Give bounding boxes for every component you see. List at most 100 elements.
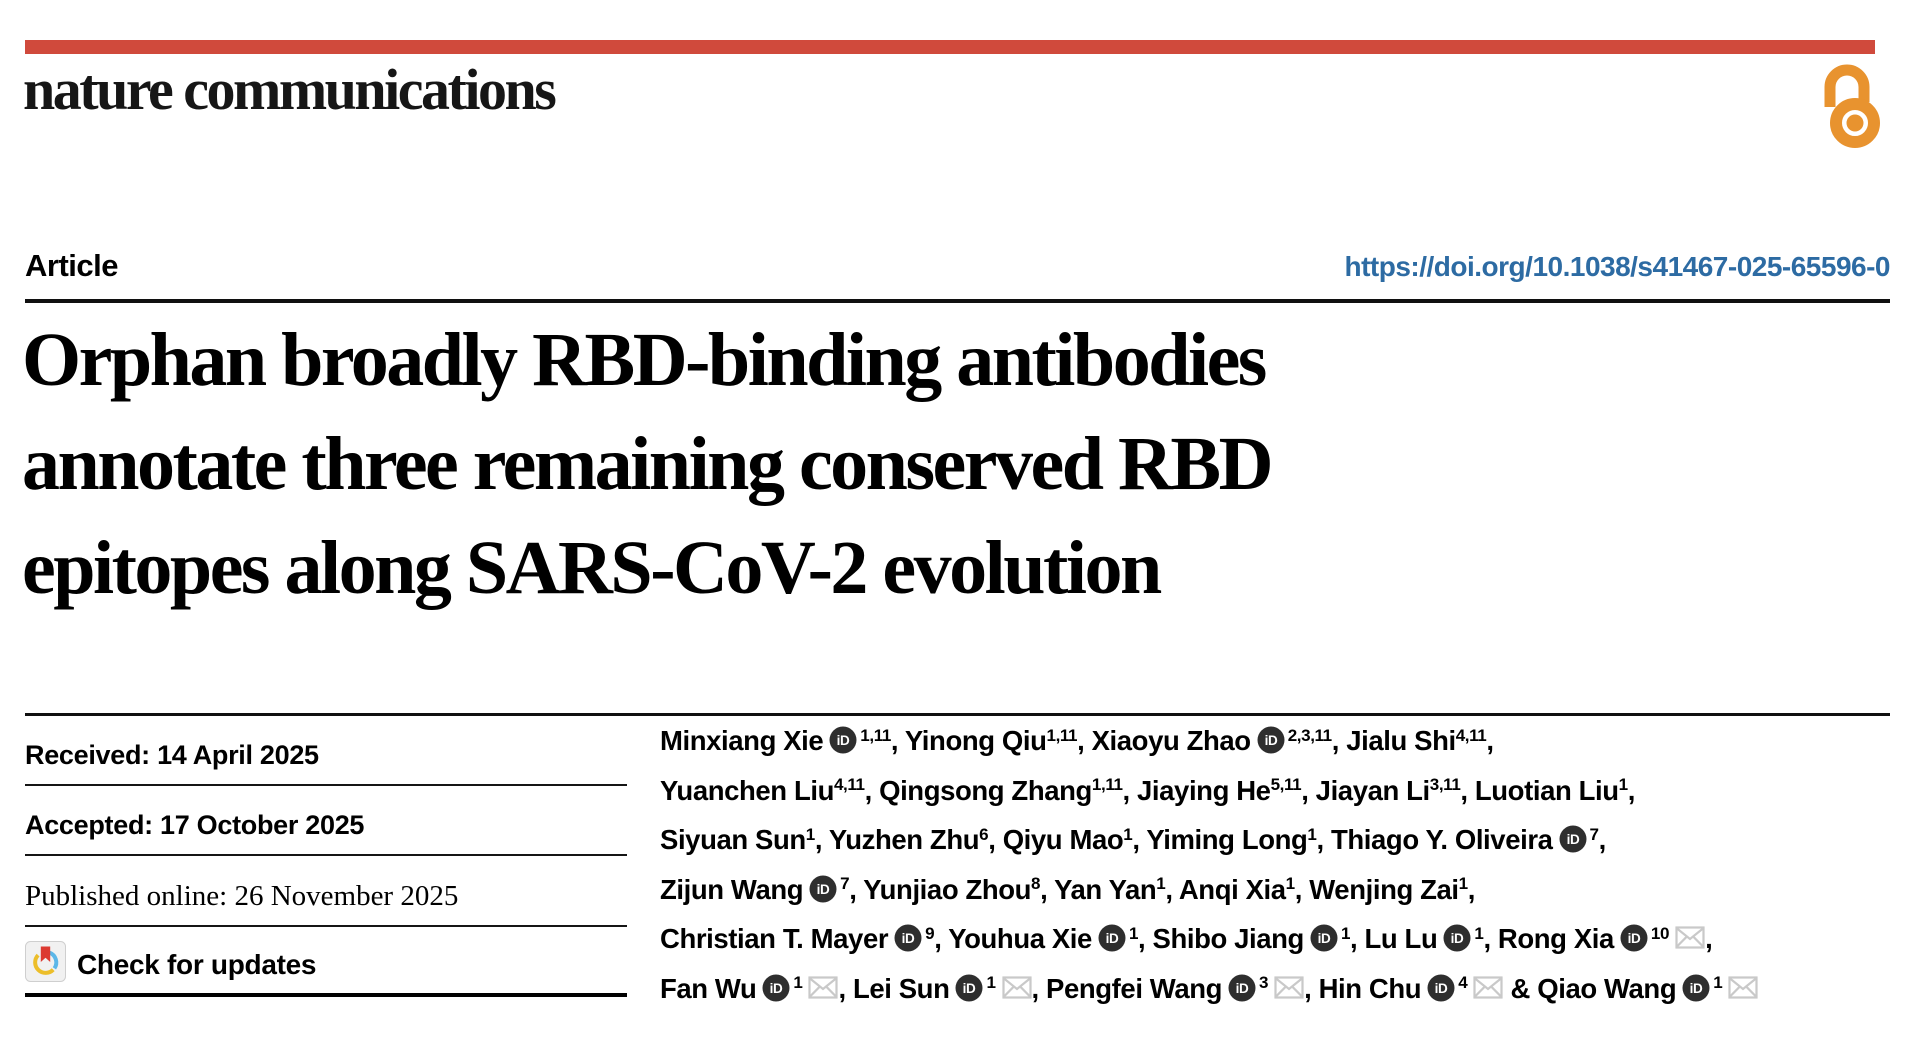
email-icon[interactable] [1675,917,1705,963]
doi-link[interactable]: https://doi.org/10.1038/s41467-025-65596… [1344,251,1890,282]
columns-top-divider [25,713,1890,716]
author-name: Siyuan Sun [660,824,806,855]
author-list: Minxiang Xie iD 1,11, Yinong Qiu1,11, Xiao… [660,718,1905,1015]
author-name: Thiago Y. Oliveira [1330,824,1553,855]
svg-text:iD: iD [1264,733,1277,748]
author-name: Yuzhen Zhu [828,824,980,855]
published-date: Published online: 26 November 2025 [25,856,627,927]
author-name: Qiyu Mao [1002,824,1124,855]
author-name: Qingsong Zhang [879,774,1092,806]
orcid-icon[interactable]: iD [1427,970,1455,1016]
svg-text:iD: iD [1566,832,1579,847]
orcid-icon[interactable]: iD [894,920,922,966]
crossmark-icon [25,941,66,989]
author-name: Zijun Wang [660,873,804,905]
affiliation-superscript: 1,11 [1046,725,1078,745]
author-line: Siyuan Sun1, Yuzhen Zhu6, Qiyu Mao1, Yim… [660,817,1905,867]
header-divider [25,299,1890,303]
affiliation-superscript: 6 [979,824,989,844]
author-name: Lu Lu [1364,923,1438,954]
affiliation-superscript: 1 [1307,824,1317,844]
article-type-label: Article [25,248,118,283]
affiliation-superscript: 1 [1128,923,1139,943]
orcid-icon[interactable]: iD [1228,970,1256,1016]
email-icon[interactable] [1001,967,1032,1013]
article-title-line: epitopes along SARS-CoV-2 evolution [22,526,1162,610]
affiliation-superscript: 8 [1031,874,1041,894]
article-title-line: Orphan broadly RBD-binding antibodies [22,318,1267,402]
author-line: Zijun Wang iD 7, Yunjiao Zhou8, Yan Yan1, … [660,867,1905,917]
svg-text:iD: iD [1106,931,1119,946]
masthead-accent-bar [25,40,1875,54]
author-name: Yan Yan [1054,873,1157,905]
affiliation-superscript: 1 [1285,874,1295,894]
svg-text:iD: iD [1628,931,1641,946]
author-name: Xiaoyu Zhao [1091,725,1252,756]
author-line: Christian T. Mayer iD 9, Youhua Xie iD 1, Sh… [660,916,1905,966]
svg-text:iD: iD [1318,931,1331,946]
author-name: Jialu Shi [1346,725,1456,756]
check-for-updates-button[interactable]: Check for updates [25,927,627,997]
author-name: Yiming Long [1146,824,1308,855]
orcid-icon[interactable]: iD [1559,821,1587,867]
author-name: Hin Chu [1318,972,1422,1004]
author-name: Qiao Wang [1537,972,1677,1004]
affiliation-superscript: 3 [1259,973,1269,993]
email-icon[interactable] [1274,967,1304,1013]
svg-text:iD: iD [1236,981,1249,996]
affiliation-superscript: 1 [805,824,815,844]
author-name: Minxiang Xie [660,725,824,756]
author-name: Lei Sun [852,972,950,1004]
journal-logo: nature communications [23,57,557,122]
author-name: Yuanchen Liu [660,774,834,806]
orcid-icon[interactable]: iD [1098,920,1126,966]
affiliation-superscript: 3,11 [1429,775,1461,795]
check-for-updates-label: Check for updates [77,949,317,980]
author-line: Yuanchen Liu4,11, Qingsong Zhang1,11, Ji… [660,774,1635,806]
orcid-icon[interactable]: iD [1620,920,1648,966]
author-name: Luotian Liu [1474,774,1619,806]
affiliation-superscript: 4 [1458,973,1468,993]
orcid-icon[interactable]: iD [1310,920,1338,966]
affiliation-superscript: 1 [1458,874,1468,894]
orcid-icon[interactable]: iD [955,970,983,1016]
author-name: Shibo Jiang [1152,923,1305,954]
affiliation-superscript: 1 [1340,923,1351,943]
orcid-icon[interactable]: iD [1682,970,1710,1016]
accepted-date: Accepted: 17 October 2025 [25,786,627,856]
svg-text:iD: iD [837,733,850,748]
orcid-icon[interactable]: iD [1443,920,1471,966]
affiliation-superscript: 1 [1618,775,1628,795]
author-name: Yunjiao Zhou [863,873,1032,905]
email-icon[interactable] [1473,967,1503,1013]
svg-text:iD: iD [817,882,830,897]
author-name: Christian T. Mayer [660,923,889,954]
affiliation-superscript: 4,11 [833,775,865,795]
author-name: Wenjing Zai [1309,873,1459,905]
svg-text:iD: iD [1451,931,1464,946]
svg-text:iD: iD [770,981,783,996]
author-name: Fan Wu [660,972,757,1004]
email-icon[interactable] [808,967,839,1013]
svg-text:iD: iD [902,931,915,946]
email-icon[interactable] [1728,967,1758,1013]
affiliation-superscript: 1 [1713,973,1723,993]
svg-text:iD: iD [1690,981,1703,996]
author-line: Fan Wu iD 1, Lei Sun iD 1, Pengfei Wang iD 3, … [660,966,1905,1016]
orcid-icon[interactable]: iD [762,970,790,1016]
svg-text:iD: iD [963,981,976,996]
author-name: Rong Xia [1497,923,1614,954]
affiliation-superscript: 1,11 [1091,775,1123,795]
orcid-icon[interactable]: iD [1257,722,1285,768]
affiliation-superscript: 1,11 [860,725,891,745]
orcid-icon[interactable]: iD [809,871,837,917]
affiliation-superscript: 1 [1156,874,1166,894]
article-title: Orphan broadly RBD-binding antibodies an… [22,308,1273,620]
author-name: Yinong Qiu [904,725,1047,756]
affiliation-superscript: 1 [793,973,803,993]
author-name: Youhua Xie [948,923,1092,954]
orcid-icon[interactable]: iD [829,722,857,768]
svg-text:iD: iD [1435,981,1448,996]
author-name: Jiaying He [1137,774,1271,806]
